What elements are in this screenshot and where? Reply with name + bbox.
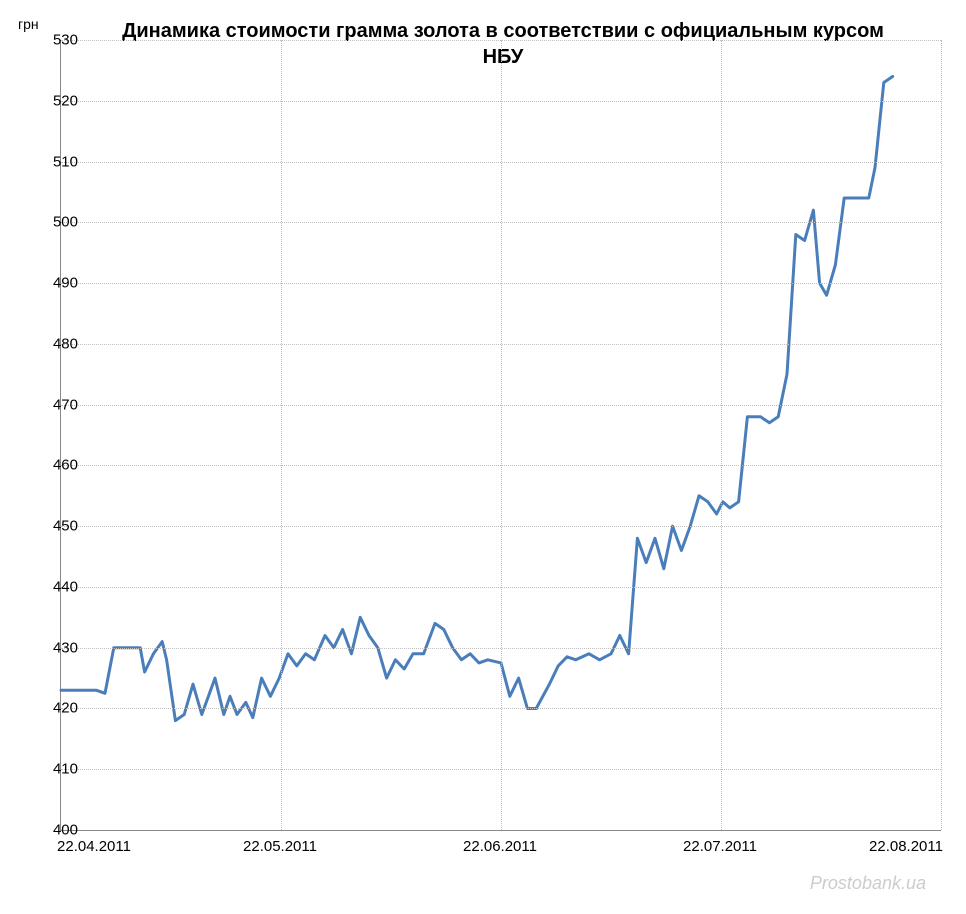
grid-line-vertical bbox=[501, 40, 502, 830]
x-tick-label: 22.04.2011 bbox=[57, 838, 131, 855]
y-tick-label: 520 bbox=[28, 92, 78, 109]
y-tick-label: 490 bbox=[28, 275, 78, 292]
grid-line-vertical bbox=[721, 40, 722, 830]
watermark: Prostobank.ua bbox=[810, 873, 926, 894]
y-tick-label: 500 bbox=[28, 214, 78, 231]
y-axis-unit-label: грн bbox=[18, 16, 39, 32]
grid-line-vertical bbox=[941, 40, 942, 830]
y-tick-label: 410 bbox=[28, 761, 78, 778]
y-tick-label: 460 bbox=[28, 457, 78, 474]
y-tick-label: 510 bbox=[28, 153, 78, 170]
x-tick-label: 22.07.2011 bbox=[683, 838, 757, 855]
x-tick-label: 22.06.2011 bbox=[463, 838, 537, 855]
y-tick-label: 530 bbox=[28, 32, 78, 49]
y-tick-label: 450 bbox=[28, 518, 78, 535]
plot-area bbox=[60, 40, 941, 831]
y-tick-label: 480 bbox=[28, 335, 78, 352]
y-tick-label: 470 bbox=[28, 396, 78, 413]
data-line bbox=[61, 77, 893, 721]
y-tick-label: 440 bbox=[28, 578, 78, 595]
x-tick-label: 22.05.2011 bbox=[243, 838, 317, 855]
chart-container: грн Динамика стоимости грамма золота в с… bbox=[0, 0, 966, 914]
y-tick-label: 420 bbox=[28, 700, 78, 717]
grid-line-vertical bbox=[281, 40, 282, 830]
x-tick-label: 22.08.2011 bbox=[869, 838, 943, 855]
y-tick-label: 400 bbox=[28, 822, 78, 839]
y-tick-label: 430 bbox=[28, 639, 78, 656]
